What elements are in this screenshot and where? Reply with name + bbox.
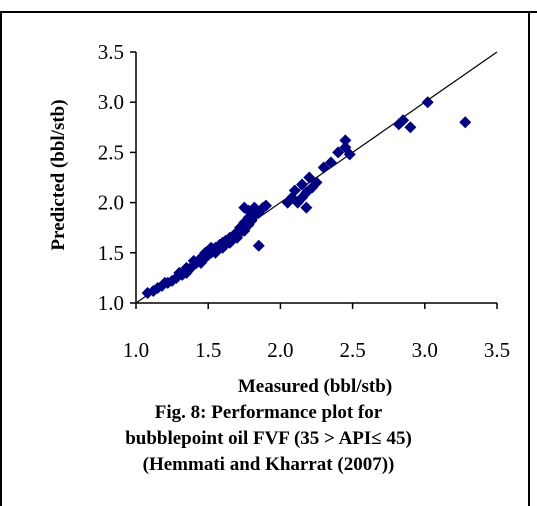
right-border [528, 11, 530, 506]
figure-caption-line-2: bubblepoint oil FVF (35 > API≤ 45) [125, 428, 412, 449]
x-tick-label: 3.0 [412, 338, 438, 362]
data-point-diamond [303, 171, 316, 184]
y-axis-title: Predicted (bbl/stb) [48, 99, 69, 250]
data-point-diamond [238, 201, 251, 214]
data-point-diamond [310, 176, 323, 189]
figure-caption-line-3: (Hemmati and Kharrat (2007)) [142, 454, 395, 475]
data-point-diamond [324, 156, 337, 169]
y-tick-label: 3.5 [98, 40, 124, 64]
figure-caption-line-1: Fig. 8: Performance plot for [154, 402, 383, 423]
x-tick-label: 2.5 [339, 338, 365, 362]
y-tick-label: 3.0 [98, 90, 124, 114]
top-border [0, 11, 537, 13]
x-tick-label: 1.0 [123, 338, 149, 362]
y-tick-label: 1.5 [98, 241, 124, 265]
data-point-diamond [259, 199, 272, 212]
data-point-diamond [339, 134, 352, 147]
data-point-diamond [317, 161, 330, 174]
x-tick-label: 2.0 [267, 338, 293, 362]
data-point-diamond [343, 148, 356, 161]
data-point-diamond [252, 239, 265, 252]
data-point-diamond [300, 201, 313, 214]
y-tick-label: 2.5 [98, 140, 124, 164]
data-point-diamond [459, 116, 472, 129]
data-point-diamond [296, 178, 309, 191]
x-axis-title: Measured (bbl/stb) [238, 376, 392, 397]
x-tick-label: 3.5 [484, 338, 510, 362]
data-point-diamond [332, 146, 345, 159]
data-point-diamond [288, 184, 301, 197]
data-point-diamond [404, 121, 417, 134]
data-point-diamond [421, 96, 434, 109]
data-point-diamond [397, 114, 410, 127]
left-border [0, 11, 2, 506]
y-tick-label: 2.0 [98, 191, 124, 215]
y-tick-label: 1.0 [98, 291, 124, 315]
x-tick-label: 1.5 [195, 338, 221, 362]
